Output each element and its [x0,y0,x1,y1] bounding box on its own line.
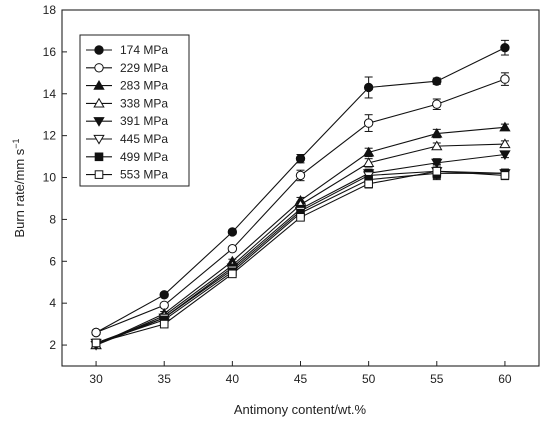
point-2-5 [431,127,443,138]
y-tick-label-2: 6 [49,254,56,268]
legend-marker-3 [93,97,105,108]
y-tick-label-7: 16 [43,45,57,59]
point-7-2 [228,269,237,279]
legend-label-2: 283 MPa [120,79,168,93]
legend-entry-7: 553 MPa [86,168,168,182]
series-1 [91,72,510,338]
point-7-6 [500,171,510,180]
legend: 174 MPa 229 MPa 283 MPa 338 MPa 391 MPa 445 M… [79,34,190,187]
point-2-4 [362,146,375,157]
x-tick-label-2: 40 [226,372,240,386]
legend-marker-2 [93,80,105,90]
point-1-6 [500,74,510,84]
y-tick-label-6: 14 [43,87,57,101]
legend-entry-2: 283 MPa [86,79,168,93]
legend-label-5: 445 MPa [120,132,168,146]
legend-entry-5: 445 MPa [86,132,168,146]
point-4-5 [431,158,443,169]
point-3-4 [362,157,375,167]
legend-entry-0: 174 MPa [86,43,168,57]
point-3-6 [499,138,511,149]
series-0 [91,39,510,338]
series-layer [90,39,511,351]
legend-entry-4: 391 MPa [86,114,168,128]
point-7-3 [296,213,305,222]
y-tick-label-5: 12 [43,129,57,143]
x-tick-label-6: 60 [498,372,512,386]
point-1-2 [227,244,238,254]
y-tick-label-1: 4 [49,296,56,310]
x-tick-label-5: 55 [430,372,444,386]
y-axis-label-main: Burn rate/mm s [12,148,27,237]
legend-label-0: 174 MPa [120,43,168,57]
axis-ticks: 30 35 40 45 50 55 60 2 4 6 8 10 12 14 16 18 [43,3,512,386]
legend-entry-1: 229 MPa [86,61,168,75]
point-0-3 [295,153,306,164]
legend-marker-0 [94,45,104,55]
x-tick-label-0: 30 [89,372,103,386]
point-0-1 [159,290,169,300]
legend-label-6: 499 MPa [120,150,168,164]
x-tick-label-4: 50 [362,372,376,386]
legend-marker-6 [94,152,104,162]
point-0-4 [363,82,374,93]
x-tick-label-3: 45 [294,372,308,386]
y-axis-label: Burn rate/mm s−1 [11,138,27,237]
point-2-6 [499,121,511,132]
point-1-0 [91,327,101,338]
y-tick-label-4: 10 [43,171,57,185]
legend-label-4: 391 MPa [120,114,168,128]
point-4-6 [499,150,511,161]
legend-label-3: 338 MPa [120,96,168,110]
point-7-4 [364,179,373,189]
legend-marker-7 [94,170,104,179]
legend-marker-4 [93,117,105,127]
point-7-1 [159,319,169,329]
y-tick-label-8: 18 [43,3,57,17]
point-7-0 [91,338,101,348]
point-3-5 [431,140,443,151]
legend-label-1: 229 MPa [120,61,168,75]
legend-entry-6: 499 MPa [86,150,168,164]
point-0-6 [500,42,510,53]
point-1-5 [432,99,442,109]
point-7-5 [432,166,442,176]
point-1-4 [363,118,374,128]
y-tick-label-0: 2 [49,338,56,352]
y-axis-label-superscript: −1 [11,138,21,148]
legend-entry-3: 338 MPa [86,96,168,110]
y-tick-label-3: 8 [49,212,56,226]
legend-marker-1 [94,63,104,73]
legend-label-7: 553 MPa [120,168,168,182]
point-0-5 [432,76,442,86]
point-1-3 [295,170,306,181]
x-tick-label-1: 35 [158,372,172,386]
x-axis-label: Antimony content/wt.% [234,402,367,417]
series-7 [91,164,510,348]
point-0-2 [227,227,238,237]
legend-marker-5 [93,134,105,145]
